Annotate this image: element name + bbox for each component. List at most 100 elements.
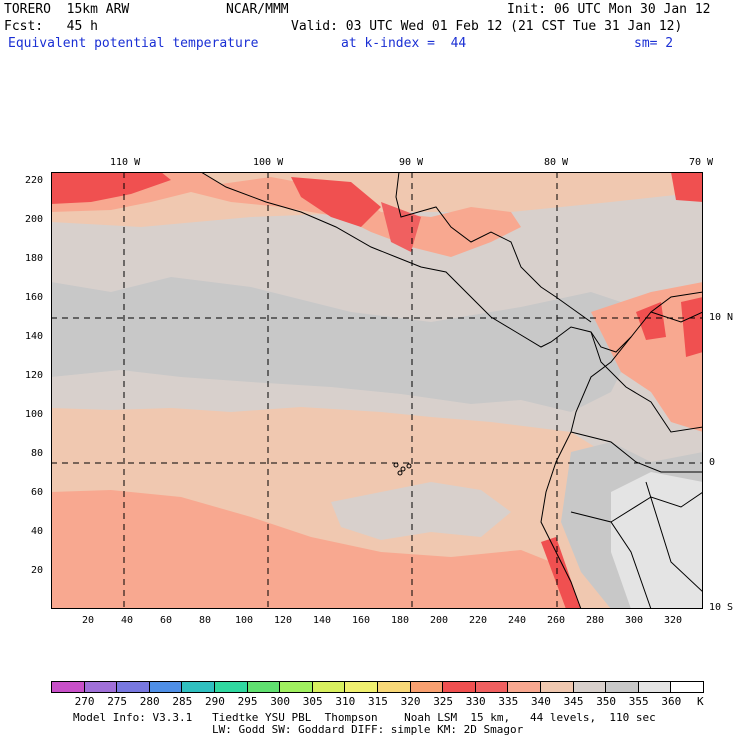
field-name: Equivalent potential temperature xyxy=(8,36,259,51)
colorbar-swatch xyxy=(246,681,281,693)
x-tick: 260 xyxy=(547,615,566,626)
colorbar-swatch xyxy=(670,681,704,693)
colorbar-label: 305 xyxy=(302,695,323,708)
x-tick: 220 xyxy=(469,615,488,626)
x-tick: 200 xyxy=(430,615,449,626)
x-tick: 280 xyxy=(586,615,605,626)
colorbar-swatch xyxy=(148,681,183,693)
colorbar-unit: K xyxy=(697,695,704,708)
colorbar-label: 290 xyxy=(205,695,225,708)
colorbar-label: 330 xyxy=(465,695,486,708)
lon-label-80w: 80 W xyxy=(544,157,569,168)
forecast-hour: Fcst: 45 h xyxy=(4,19,98,34)
valid-time: Valid: 03 UTC Wed 01 Feb 12 (21 CST Tue … xyxy=(291,19,683,34)
x-tick: 160 xyxy=(352,615,371,626)
colorbar-label: 325 xyxy=(433,695,454,708)
lon-label-110w: 110 W xyxy=(110,157,141,168)
lon-label-70w: 70 W xyxy=(689,157,714,168)
field-salmon-south xyxy=(51,490,571,609)
lat-label-0: 0 xyxy=(709,457,716,468)
center-name: NCAR/MMM xyxy=(226,2,289,17)
colorbar-swatch xyxy=(507,681,541,693)
field-lightgrey-core xyxy=(51,277,651,412)
x-tick: 40 xyxy=(121,615,134,626)
field-red-caribbean xyxy=(671,172,703,202)
colorbar-label: 300 xyxy=(270,695,291,708)
colorbar-swatch xyxy=(442,681,476,693)
x-tick: 240 xyxy=(508,615,527,626)
level-label: at k-index = 44 xyxy=(341,36,467,51)
field-red-colombia-w xyxy=(636,302,666,340)
graticule xyxy=(51,172,703,609)
colorbar-label: 345 xyxy=(563,695,584,708)
colorbar-label: 295 xyxy=(237,695,258,708)
x-tick: 140 xyxy=(313,615,332,626)
x-tick: 180 xyxy=(391,615,410,626)
field-red-peru-coast xyxy=(541,537,581,609)
field-grey-south xyxy=(331,482,511,540)
colorbar-swatch xyxy=(83,681,118,693)
y-tick: 100 xyxy=(25,409,44,420)
y-tick: 40 xyxy=(31,526,44,537)
colorbar-label: 340 xyxy=(531,695,551,708)
lon-label-100w: 100 W xyxy=(253,157,284,168)
physics-info: LW: Godd SW: Goddard DIFF: simple KM: 2D… xyxy=(212,723,524,736)
y-tick: 160 xyxy=(25,292,44,303)
colorbar-label: 275 xyxy=(107,695,128,708)
init-time: Init: 06 UTC Mon 30 Jan 12 xyxy=(507,2,711,17)
smoothing-label: sm= 2 xyxy=(634,36,674,51)
colorbar-swatch xyxy=(637,681,672,693)
x-tick: 320 xyxy=(664,615,683,626)
colorbar-swatch xyxy=(474,681,509,693)
colorbar-swatch xyxy=(377,681,411,693)
colorbar-label: 280 xyxy=(139,695,160,708)
colorbar-swatch xyxy=(540,681,574,693)
map-frame xyxy=(51,172,703,609)
lat-label-10n: 10 N xyxy=(709,312,734,323)
model-name: TORERO 15km ARW xyxy=(4,2,130,17)
colorbar-swatch xyxy=(116,681,150,693)
colorbar-swatch xyxy=(572,681,607,693)
y-tick: 20 xyxy=(31,565,44,576)
theta-e-map xyxy=(51,171,704,610)
colorbar-label: 320 xyxy=(400,695,421,708)
colorbar-label: 310 xyxy=(335,695,356,708)
colorbar-swatch xyxy=(214,681,248,693)
colorbar-swatch xyxy=(181,681,215,693)
colorbar-swatch xyxy=(605,681,639,693)
colorbar-swatch xyxy=(51,681,85,693)
colorbar-swatch xyxy=(279,681,313,693)
y-tick: 220 xyxy=(25,175,44,186)
field-white-amazon xyxy=(611,472,703,609)
lon-label-90w: 90 W xyxy=(399,157,424,168)
field-red-nw xyxy=(51,172,171,204)
y-tick: 180 xyxy=(25,253,44,264)
colorbar-label: 270 xyxy=(74,695,95,708)
y-tick: 140 xyxy=(25,331,44,342)
colorbar-swatch xyxy=(344,681,378,693)
y-tick: 200 xyxy=(25,214,44,225)
x-tick: 60 xyxy=(160,615,173,626)
colorbar-label: 355 xyxy=(628,695,649,708)
colorbar-label: 315 xyxy=(368,695,388,708)
colorbar-swatch xyxy=(311,681,346,693)
x-tick: 120 xyxy=(274,615,293,626)
x-tick: 300 xyxy=(625,615,644,626)
colorbar-label: 360 xyxy=(661,695,682,708)
colorbar-swatch xyxy=(409,681,444,693)
map-panel xyxy=(51,171,704,610)
y-tick: 60 xyxy=(31,487,44,498)
colorbar-label: 335 xyxy=(498,695,519,708)
x-tick: 100 xyxy=(235,615,254,626)
coastlines xyxy=(200,171,704,610)
field-red-mexico xyxy=(291,177,381,227)
y-tick: 80 xyxy=(31,448,44,459)
field-red-venezuela xyxy=(681,297,703,357)
y-tick: 120 xyxy=(25,370,44,381)
lat-label-10s: 10 S xyxy=(709,602,734,613)
x-tick: 80 xyxy=(199,615,212,626)
colorbar-label: 285 xyxy=(172,695,193,708)
x-tick: 20 xyxy=(82,615,95,626)
model-info: Model Info: V3.3.1 Tiedtke YSU PBL Thomp… xyxy=(73,711,656,724)
colorbar-label: 350 xyxy=(596,695,617,708)
